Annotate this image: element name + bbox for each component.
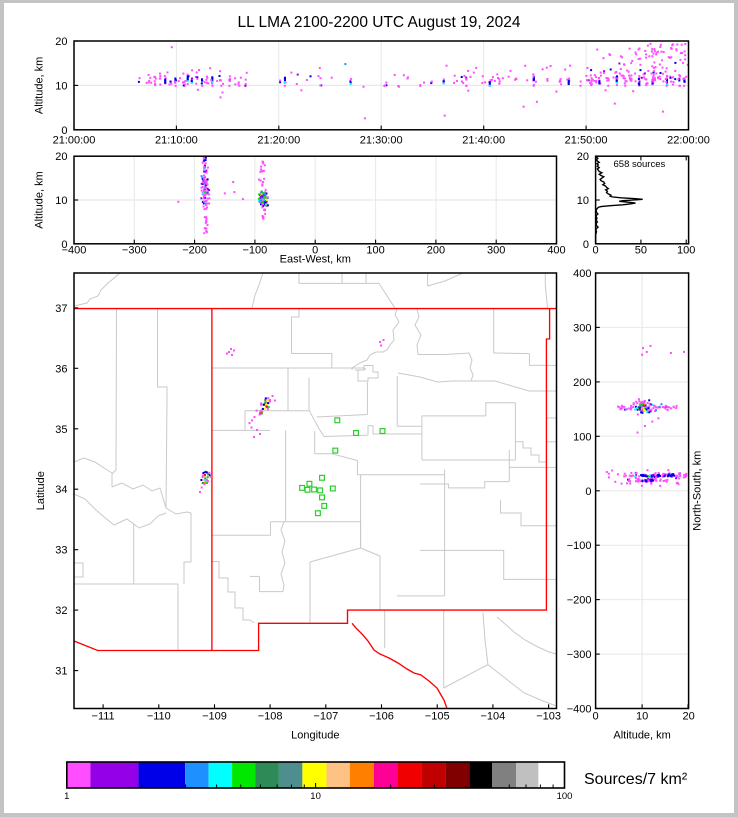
svg-text:21:50:00: 21:50:00 <box>565 135 608 147</box>
svg-text:21:20:00: 21:20:00 <box>257 135 300 147</box>
svg-text:−103: −103 <box>536 711 561 723</box>
svg-text:20: 20 <box>55 36 67 48</box>
svg-text:0: 0 <box>312 245 318 257</box>
svg-text:−109: −109 <box>202 711 227 723</box>
svg-text:20: 20 <box>55 151 67 163</box>
svg-text:21:00:00: 21:00:00 <box>53 135 96 147</box>
svg-text:658 sources: 658 sources <box>614 159 666 170</box>
svg-text:33: 33 <box>55 545 67 557</box>
svg-text:10: 10 <box>55 80 67 92</box>
svg-text:−400: −400 <box>62 245 87 257</box>
svg-text:Altitude, km: Altitude, km <box>34 171 46 228</box>
svg-text:−111: −111 <box>92 711 115 723</box>
svg-text:32: 32 <box>55 605 67 617</box>
svg-text:400: 400 <box>547 245 565 257</box>
svg-text:0: 0 <box>61 125 67 137</box>
svg-text:100: 100 <box>677 245 695 257</box>
svg-text:34: 34 <box>55 484 67 496</box>
svg-text:10: 10 <box>310 791 321 802</box>
svg-text:Latitude: Latitude <box>35 471 47 510</box>
svg-text:−105: −105 <box>425 711 450 723</box>
svg-text:36: 36 <box>55 363 67 375</box>
svg-text:North-South, km: North-South, km <box>692 451 704 531</box>
svg-text:−107: −107 <box>313 711 338 723</box>
svg-text:0: 0 <box>593 245 599 257</box>
svg-text:−200: −200 <box>567 595 592 607</box>
svg-text:21:10:00: 21:10:00 <box>155 135 198 147</box>
svg-text:Longitude: Longitude <box>291 730 339 742</box>
svg-text:−200: −200 <box>182 245 207 257</box>
svg-text:Altitude, km: Altitude, km <box>34 57 46 114</box>
svg-text:10: 10 <box>636 711 648 723</box>
svg-text:100: 100 <box>573 431 591 443</box>
svg-text:10: 10 <box>55 195 67 207</box>
svg-text:22:00:00: 22:00:00 <box>667 135 710 147</box>
svg-text:0: 0 <box>583 239 589 251</box>
svg-text:0: 0 <box>593 711 599 723</box>
svg-text:200: 200 <box>427 245 445 257</box>
svg-text:−100: −100 <box>567 540 592 552</box>
svg-text:35: 35 <box>55 424 67 436</box>
svg-text:50: 50 <box>635 245 647 257</box>
svg-text:Sources/7 km²: Sources/7 km² <box>584 771 688 788</box>
svg-text:37: 37 <box>55 303 67 315</box>
svg-text:East-West, km: East-West, km <box>280 254 351 266</box>
svg-text:−100: −100 <box>243 245 268 257</box>
svg-text:1: 1 <box>64 791 69 802</box>
svg-text:0: 0 <box>61 239 67 251</box>
svg-text:21:40:00: 21:40:00 <box>462 135 505 147</box>
svg-text:300: 300 <box>487 245 505 257</box>
svg-text:−108: −108 <box>258 711 283 723</box>
svg-text:10: 10 <box>577 195 589 207</box>
svg-text:200: 200 <box>573 377 591 389</box>
svg-text:−104: −104 <box>481 711 506 723</box>
svg-text:400: 400 <box>573 268 591 280</box>
svg-text:20: 20 <box>682 711 694 723</box>
svg-text:LL LMA 2100-2200 UTC August 19: LL LMA 2100-2200 UTC August 19, 2024 <box>238 14 521 31</box>
svg-text:−300: −300 <box>567 649 592 661</box>
svg-text:0: 0 <box>585 486 591 498</box>
svg-text:20: 20 <box>577 151 589 163</box>
svg-text:−110: −110 <box>147 711 171 723</box>
svg-text:−106: −106 <box>369 711 394 723</box>
svg-text:31: 31 <box>55 666 67 678</box>
svg-text:300: 300 <box>573 322 591 334</box>
svg-text:Altitude, km: Altitude, km <box>613 730 670 742</box>
svg-text:21:30:00: 21:30:00 <box>360 135 403 147</box>
svg-text:100: 100 <box>366 245 384 257</box>
svg-text:−300: −300 <box>122 245 147 257</box>
svg-text:100: 100 <box>557 791 573 802</box>
svg-text:−400: −400 <box>567 704 592 716</box>
